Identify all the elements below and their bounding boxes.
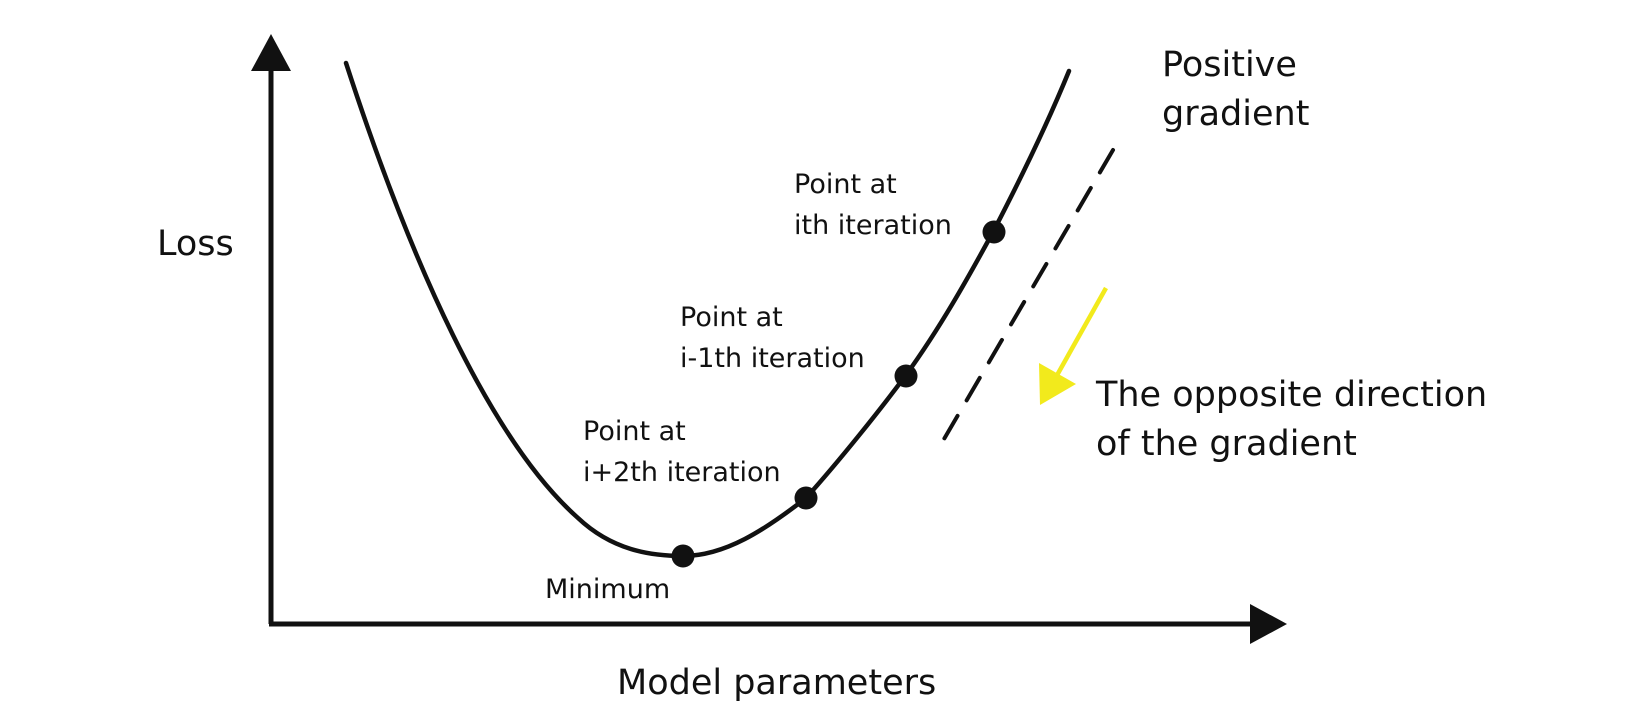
point-ith-iteration-marker xyxy=(982,220,1006,244)
positive-gradient-dashed-line xyxy=(935,148,1115,453)
positive-gradient-label: Positive gradient xyxy=(1162,48,1309,146)
point-i+2th-iteration-marker xyxy=(794,486,818,510)
point-ith-iteration-label-line-2: ith iteration xyxy=(794,210,952,241)
point-i+2th-iteration-label: Point at i+2th iteration xyxy=(583,418,781,500)
x-axis-arrowhead xyxy=(1250,604,1287,644)
y-axis-label: Loss xyxy=(157,224,234,264)
positive-gradient-label-line-1: Positive xyxy=(1162,45,1297,85)
minimum-point-marker xyxy=(671,544,695,568)
opposite-direction-label: The opposite direction of the gradient xyxy=(1096,378,1487,476)
y-axis-arrowhead xyxy=(251,34,291,71)
point-ith-iteration-label-line-1: Point at xyxy=(794,169,897,200)
point-i-1th-iteration-label-line-1: Point at xyxy=(680,302,783,333)
point-ith-iteration-label: Point at ith iteration xyxy=(794,171,952,253)
opposite-direction-arrowhead xyxy=(1039,363,1076,405)
point-i-1th-iteration-label: Point at i-1th iteration xyxy=(680,304,865,386)
point-i+2th-iteration-label-line-2: i+2th iteration xyxy=(583,457,781,488)
x-axis-label: Model parameters xyxy=(617,663,937,703)
positive-gradient-label-line-2: gradient xyxy=(1162,94,1310,134)
opposite-direction-label-line-2: of the gradient xyxy=(1096,424,1357,464)
opposite-direction-label-line-1: The opposite direction xyxy=(1096,375,1488,415)
point-i+2th-iteration-label-line-1: Point at xyxy=(583,416,686,447)
point-i-1th-iteration-label-line-2: i-1th iteration xyxy=(680,343,865,374)
minimum-label: Minimum xyxy=(545,574,671,605)
opposite-direction-arrow-shaft xyxy=(1054,286,1108,379)
point-i-1th-iteration-marker xyxy=(894,364,918,388)
